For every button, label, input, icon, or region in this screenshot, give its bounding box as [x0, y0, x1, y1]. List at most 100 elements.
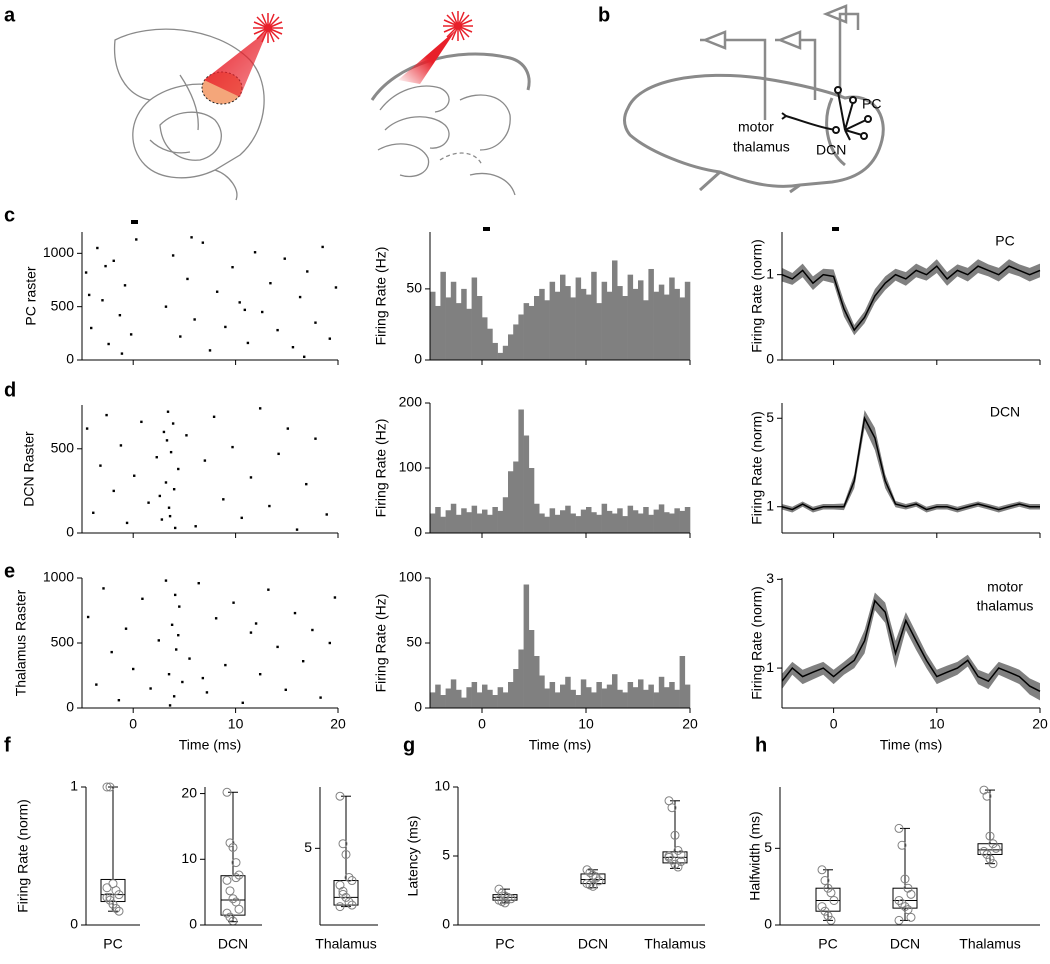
bar	[544, 300, 550, 360]
diagram-b-brain	[623, 73, 885, 194]
point	[670, 830, 680, 840]
bar	[669, 513, 675, 533]
bar	[518, 649, 524, 708]
annotation: motor	[987, 579, 1023, 595]
bar	[554, 514, 561, 533]
mean-line	[781, 415, 1040, 511]
point	[111, 903, 121, 913]
bar	[502, 692, 509, 708]
spike	[155, 456, 158, 459]
bar	[502, 345, 509, 360]
x-tick-label: 10	[228, 716, 244, 732]
category-label: Thalamus	[315, 936, 376, 952]
bar	[497, 352, 504, 360]
spike	[319, 696, 322, 699]
diagram-a-sagittal	[113, 28, 265, 201]
spike	[165, 439, 169, 442]
spike	[201, 676, 205, 680]
spike	[224, 325, 227, 329]
bar	[497, 687, 504, 708]
spike	[166, 410, 170, 413]
bar	[544, 516, 550, 533]
point	[585, 868, 595, 878]
bar	[554, 692, 561, 708]
y-tick-label: 0	[66, 351, 74, 367]
bar	[539, 513, 545, 533]
spike	[84, 271, 88, 274]
bar	[492, 342, 498, 360]
spike	[167, 506, 171, 509]
spike	[258, 407, 262, 410]
point	[225, 838, 235, 848]
spike	[197, 582, 200, 585]
bar	[476, 692, 483, 708]
point	[341, 892, 351, 902]
spike	[158, 494, 162, 498]
bar	[648, 514, 654, 533]
bar	[648, 268, 654, 360]
bar	[575, 277, 582, 360]
bar	[674, 689, 680, 708]
point	[228, 894, 238, 904]
y-tick-label: 0	[66, 699, 74, 715]
y-axis-label: Firing Rate (norm)	[749, 239, 765, 353]
point	[670, 859, 680, 869]
y-tick-label: 1000	[43, 569, 74, 585]
point	[225, 886, 235, 896]
bar	[534, 656, 540, 708]
diagram-b-circuit	[781, 86, 872, 141]
spike	[190, 236, 193, 239]
spike	[132, 667, 135, 671]
spike	[231, 266, 234, 269]
y-axis-label: PC raster	[23, 266, 39, 325]
bar	[658, 284, 665, 360]
y-tick-label: 0	[442, 916, 450, 932]
category-label: PC	[495, 936, 514, 952]
spike	[214, 617, 218, 620]
diagram-label: DCN	[816, 142, 846, 158]
bar	[653, 291, 660, 360]
bar	[539, 675, 545, 708]
point	[231, 873, 241, 883]
bar	[456, 303, 462, 360]
category-label: DCN	[890, 936, 920, 952]
spike	[243, 308, 247, 312]
bar	[612, 674, 618, 708]
bar	[674, 288, 680, 360]
spike	[232, 601, 235, 604]
bar	[560, 510, 566, 533]
bar	[450, 281, 457, 360]
point	[906, 889, 916, 899]
bar	[430, 291, 436, 360]
stimulus-marker	[483, 227, 490, 231]
bar	[664, 687, 670, 708]
box	[220, 875, 246, 916]
spike	[170, 623, 174, 626]
point	[234, 870, 244, 880]
y-tick-label: 0	[66, 524, 74, 540]
bar	[570, 689, 576, 708]
spike	[140, 420, 143, 424]
spike	[119, 444, 123, 447]
point	[823, 883, 833, 893]
y-tick-label: 5	[442, 847, 450, 863]
bar	[570, 297, 576, 360]
category-label: DCN	[218, 936, 248, 952]
error-band	[782, 259, 1040, 336]
bar	[450, 679, 457, 708]
spike	[133, 474, 136, 477]
bar	[591, 271, 597, 360]
bar	[549, 682, 556, 708]
bar	[513, 324, 519, 360]
point	[903, 883, 913, 893]
bar	[565, 505, 571, 533]
point	[664, 851, 674, 861]
y-tick-label: 0	[766, 351, 774, 367]
bar	[643, 507, 649, 533]
y-tick-label: 1	[766, 265, 774, 281]
bar	[456, 689, 462, 708]
point	[102, 883, 112, 893]
category-label: Thalamus	[959, 936, 1020, 952]
bar	[539, 288, 545, 360]
spike	[90, 326, 93, 330]
